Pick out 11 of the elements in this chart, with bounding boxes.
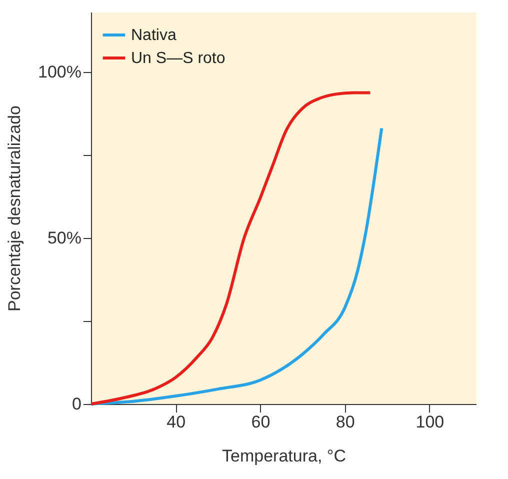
y-tick-label: 0 [72,394,82,414]
x-tick-label: 60 [251,412,270,432]
x-tick-label: 80 [336,412,355,432]
y-axis-title: Porcentaje desnaturalizado [5,105,24,312]
legend-label: Un S—S roto [131,50,226,67]
x-axis-title: Temperatura, °C [222,446,346,466]
y-tick-label: 100% [38,62,82,82]
x-tick-label: 100 [416,412,444,432]
x-tick-label: 40 [166,412,186,432]
legend-label: Nativa [131,27,176,44]
y-tick-label: 50% [47,228,82,248]
